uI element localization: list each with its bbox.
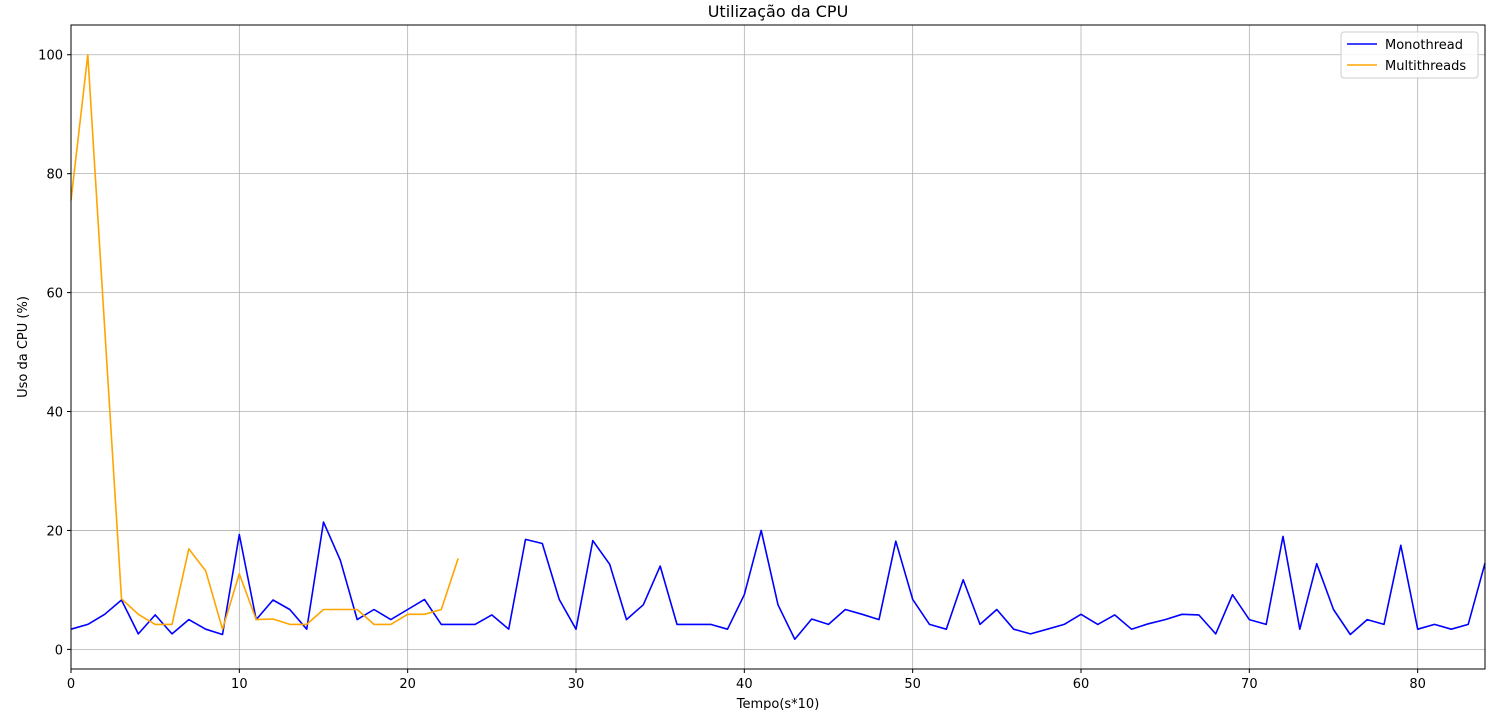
y-tick-label: 0 (55, 643, 63, 658)
y-tick-label: 40 (46, 406, 63, 421)
x-tick-label: 0 (67, 677, 75, 692)
chart-title: Utilização da CPU (708, 2, 849, 21)
y-tick-label: 80 (46, 168, 63, 183)
x-tick-label: 80 (1409, 677, 1426, 692)
x-tick-label: 70 (1241, 677, 1258, 692)
y-tick-label: 60 (46, 287, 63, 302)
plot-frame (70, 24, 1486, 670)
x-tick-label: 40 (736, 677, 753, 692)
legend-label: Monothread (1385, 38, 1463, 53)
legend-label: Multithreads (1385, 59, 1466, 74)
axis-ticks: 0 10 20 30 40 50 60 70 80 0 20 40 60 80 100 (38, 49, 1426, 692)
y-tick-label: 100 (38, 49, 63, 64)
x-tick-label: 60 (1073, 677, 1090, 692)
series-line-monothread (70, 521, 1486, 641)
x-tick-label: 50 (904, 677, 921, 692)
legend: Monothread Multithreads (1340, 31, 1479, 79)
x-tick-label: 30 (568, 677, 585, 692)
y-axis-label: Uso da CPU (%) (16, 296, 31, 398)
x-tick-label: 20 (399, 677, 416, 692)
x-tick-label: 10 (231, 677, 248, 692)
x-axis-label: Tempo(s*10) (736, 697, 820, 710)
series-lines (70, 53, 1486, 641)
y-tick-label: 20 (46, 524, 63, 539)
series-line-multithreads (70, 53, 459, 631)
grid (70, 25, 1485, 669)
